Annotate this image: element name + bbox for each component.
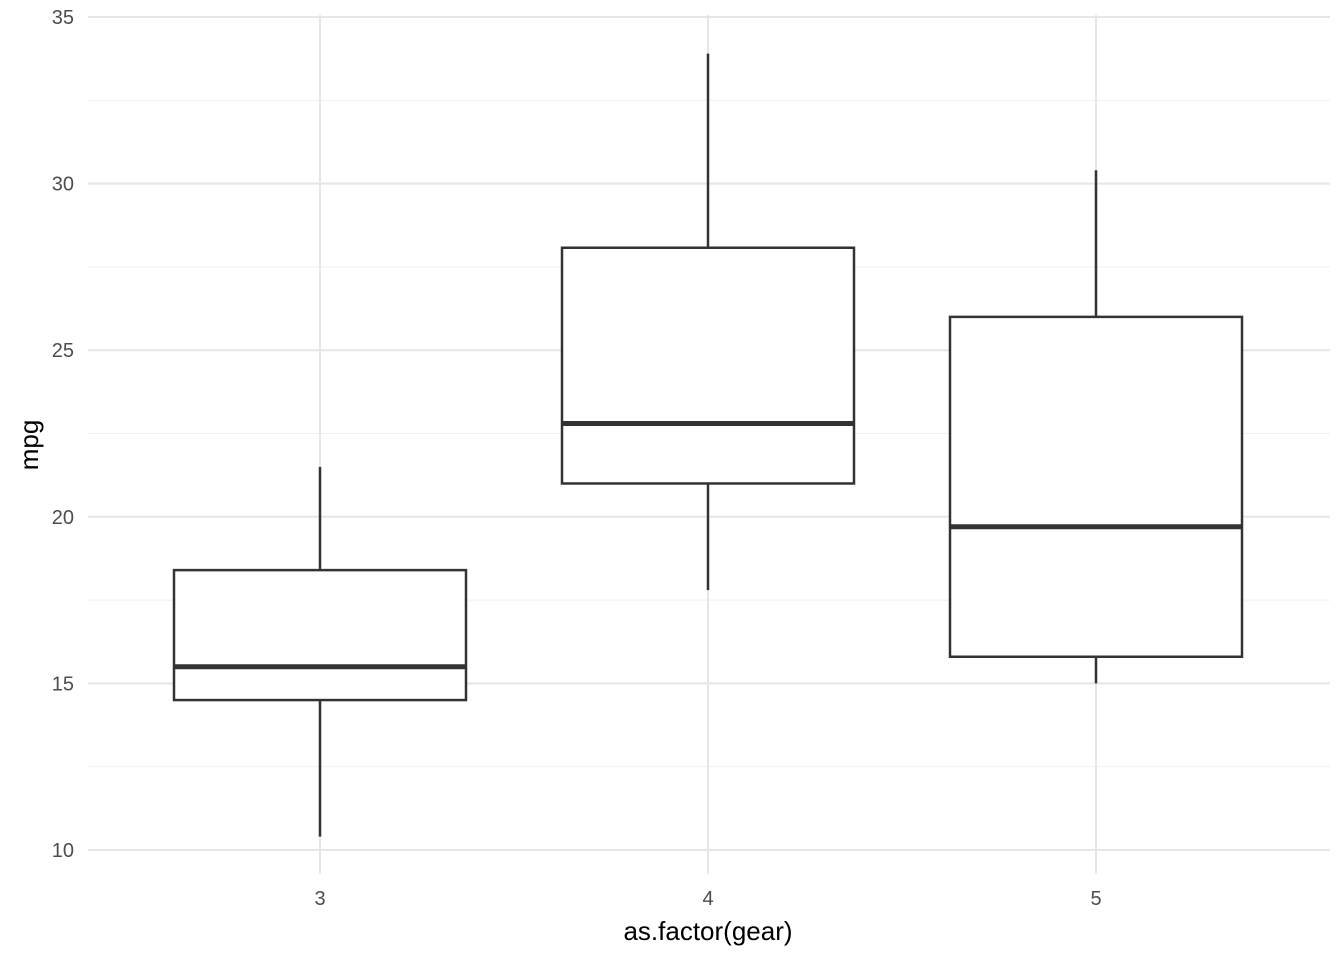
- y-tick-label: 20: [52, 507, 74, 529]
- y-tick-label: 15: [52, 673, 74, 695]
- x-tick-label: 5: [1090, 888, 1101, 910]
- iqr-box: [560, 246, 856, 485]
- y-tick-label: 10: [52, 840, 74, 862]
- iqr-box: [948, 315, 1244, 658]
- y-tick-label: 25: [52, 340, 74, 362]
- box-4: [560, 53, 856, 591]
- y-tick-label: 35: [52, 7, 74, 29]
- x-axis-ticks: 3 4 5: [314, 888, 1101, 910]
- y-axis-title: mpg: [14, 420, 44, 471]
- y-axis-ticks: 10 15 20 25 30 35: [52, 7, 74, 862]
- box-layer: [172, 53, 1244, 837]
- x-axis-title: as.factor(gear): [623, 916, 792, 946]
- x-tick-label: 3: [314, 888, 325, 910]
- box-5: [948, 170, 1244, 684]
- x-tick-label: 4: [702, 888, 713, 910]
- box-3: [172, 466, 468, 837]
- iqr-box: [172, 568, 468, 702]
- y-tick-label: 30: [52, 174, 74, 196]
